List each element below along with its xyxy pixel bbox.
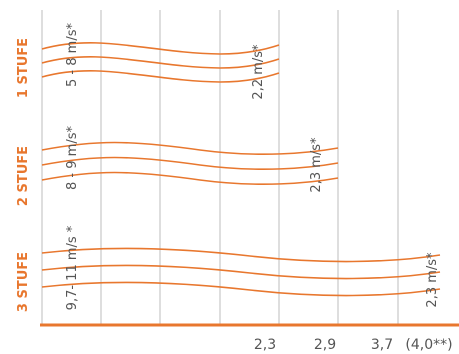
axis-tick-label: 3,7 bbox=[371, 337, 393, 353]
airflow-wave bbox=[41, 70, 280, 83]
airflow-wave bbox=[41, 141, 339, 155]
stage-2-end-speed: 2,3 m/s* bbox=[309, 137, 324, 193]
axis-tick-label: (4,0**) bbox=[405, 337, 452, 353]
stage-2-label: 2 STUFE bbox=[16, 146, 31, 206]
axis-tick-label: 2,3 bbox=[254, 337, 276, 353]
airflow-wave bbox=[41, 156, 339, 170]
airflow-wave bbox=[41, 264, 441, 280]
stage-1-label: 1 STUFE bbox=[16, 38, 31, 98]
airflow-wave bbox=[41, 171, 339, 185]
stage-2-waves bbox=[41, 141, 339, 185]
stage-1-end-speed: 2,2 m/s* bbox=[251, 44, 266, 100]
stage-2-start-speed: 8 - 9 m/s* bbox=[65, 126, 80, 190]
stage-3-waves bbox=[41, 247, 441, 297]
stage-3-label: 3 STUFE bbox=[16, 252, 31, 312]
airflow-wave bbox=[41, 56, 280, 69]
airflow-wave bbox=[41, 281, 441, 297]
stage-3-end-speed: 2,3 m/s* bbox=[425, 252, 440, 308]
stage-1-start-speed: 5 - 8 m/s* bbox=[65, 23, 80, 87]
airflow-wave bbox=[41, 42, 280, 55]
airflow-wave bbox=[41, 247, 441, 263]
stage-3-start-speed: 9,7- 11 m/s * bbox=[65, 225, 80, 310]
axis-tick-label: 2,9 bbox=[314, 337, 336, 353]
stage-1-waves bbox=[41, 42, 280, 83]
